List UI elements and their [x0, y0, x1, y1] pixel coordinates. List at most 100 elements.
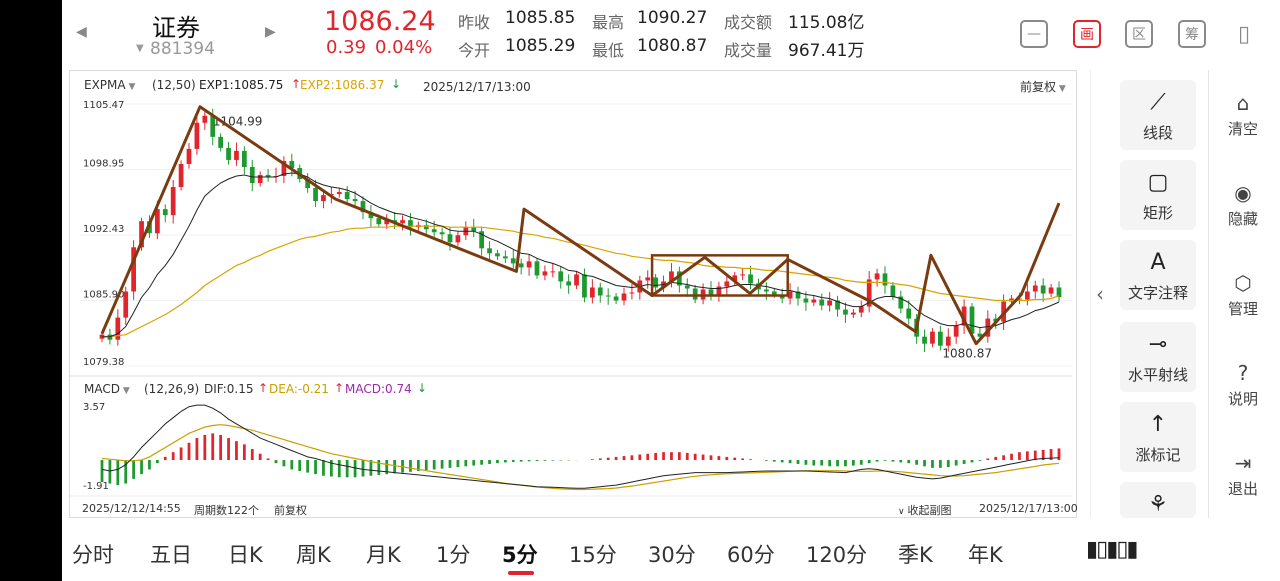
text-annotation-tool[interactable]: A 文字注释 — [1120, 240, 1196, 310]
start-time: 2025/12/12/14:55 — [82, 502, 181, 515]
stat-label: 昨收 — [458, 13, 491, 32]
timeframe-tab[interactable]: 五日 — [150, 543, 192, 567]
candle-body — [431, 229, 437, 233]
candle-body — [1024, 291, 1030, 300]
candle-body — [186, 148, 192, 164]
candle-body — [115, 317, 121, 340]
candle-body — [249, 166, 255, 184]
horizontal-ray-tool[interactable]: ⊸ 水平射线 — [1120, 322, 1196, 392]
app-root: ◀ 证券 ▼ 881394 ▶ 1086.24 0.39 0.04% 昨收 108… — [62, 0, 1280, 581]
candle-body — [1056, 287, 1062, 298]
side-eye-button[interactable]: ◉ 隐藏 — [1212, 178, 1274, 229]
timeframe-tab[interactable]: 季K — [898, 543, 933, 567]
candle-body — [922, 336, 927, 344]
macd-name[interactable]: MACD ▼ — [84, 382, 130, 396]
timeframe-tab[interactable]: 1分 — [436, 543, 471, 567]
dif-line — [101, 404, 1060, 489]
pattern-icon: ⚘ — [1148, 491, 1168, 517]
candle-body — [724, 281, 730, 287]
next-icon[interactable]: ▶ — [265, 24, 276, 40]
dea-line — [101, 424, 1060, 491]
exp1-label: EXP1:1085.75 — [199, 78, 284, 92]
timeframe-tab[interactable]: 30分 — [648, 543, 696, 567]
indicator-name[interactable]: EXPMA ▼ — [84, 78, 136, 92]
timeframe-tab[interactable]: 月K — [366, 543, 401, 567]
y-tick-label: 1079.38 — [83, 357, 124, 368]
chart-frame — [69, 70, 1077, 518]
candle-body — [542, 271, 548, 276]
tools-divider — [1090, 70, 1091, 518]
candle-body — [360, 201, 366, 213]
segment-icon: ⟋ — [1150, 89, 1166, 115]
candle-body — [336, 192, 342, 195]
candle-body — [684, 285, 690, 289]
candle-body — [827, 300, 833, 306]
candle-body — [898, 296, 904, 309]
timeframe-tab[interactable]: 日K — [228, 543, 263, 567]
cursor-time: 2025/12/17/13:00 — [423, 80, 531, 94]
exp1-arrow-icon: ↑ — [291, 77, 302, 91]
zone-icon[interactable]: 区 — [1125, 20, 1153, 48]
end-time: 2025/12/17/13:00 — [979, 502, 1078, 515]
candle-body — [439, 232, 445, 235]
dif-arrow-icon: ↑ — [258, 381, 269, 395]
candle-body — [597, 287, 603, 296]
adjust-select[interactable]: 前复权 ▼ — [1020, 80, 1066, 94]
collapse-subchart-button[interactable]: ∨ 收起副图 — [898, 504, 952, 517]
timeframe-tab[interactable]: 5分 — [502, 543, 538, 567]
tool-label: 矩形 — [1142, 204, 1173, 222]
candle-body — [455, 235, 461, 243]
stat-label: 成交量 — [724, 41, 773, 60]
side-clear-button[interactable]: ⌂ 清空 — [1212, 88, 1274, 139]
side-label: 退出 — [1227, 480, 1258, 498]
phone-rotate-icon[interactable]: ▯ — [1237, 21, 1251, 47]
y-tick-label: 1105.47 — [83, 100, 124, 111]
side-manage-button[interactable]: ⬡ 管理 — [1212, 268, 1274, 319]
candle-body — [835, 300, 840, 310]
stat-value: 967.41万 — [788, 41, 865, 61]
candle-body — [787, 291, 793, 299]
clear-icon: ⌂ — [1236, 91, 1250, 115]
candlestick-chart[interactable]: 1105.471098.951092.431085.901079.381104.… — [62, 0, 1072, 520]
candle-body — [139, 221, 144, 248]
candle-body — [495, 253, 500, 257]
candle-body — [241, 150, 247, 167]
exp2-label: EXP2:1086.37 — [300, 78, 385, 92]
chart-settings-icon[interactable]: ▮▯▮▯▮ — [1086, 537, 1139, 562]
back-icon[interactable]: ◀ — [76, 24, 87, 40]
side-exit-button[interactable]: ⇥ 退出 — [1212, 448, 1274, 499]
rectangle-tool[interactable]: ▢ 矩形 — [1120, 160, 1196, 230]
candle-body — [574, 274, 579, 286]
candle-body — [708, 289, 714, 295]
draw-icon[interactable]: 画 — [1073, 20, 1101, 48]
timeframe-tab[interactable]: 周K — [296, 543, 331, 567]
tool-label: 线段 — [1142, 124, 1173, 142]
timeframe-tab[interactable]: 15分 — [569, 543, 617, 567]
rise-mark-tool[interactable]: ↑ 涨标记 — [1120, 402, 1196, 472]
timeframe-tab[interactable]: 分时 — [72, 543, 114, 567]
timeframe-tab[interactable]: 120分 — [806, 543, 868, 567]
candle-body — [1048, 287, 1054, 294]
chip-icon[interactable]: 筹 — [1178, 20, 1206, 48]
candle-body — [502, 256, 508, 259]
pattern-tool[interactable]: ⚘ — [1120, 482, 1196, 518]
candle-body — [653, 277, 659, 288]
candle-body — [170, 187, 176, 216]
stat-label: 成交额 — [724, 13, 773, 32]
minus-box-icon[interactable]: — — [1020, 20, 1048, 48]
dropdown-caret-icon[interactable]: ▼ — [136, 43, 144, 54]
collapse-tools-icon[interactable]: ‹ — [1096, 282, 1104, 306]
timeframe-tab[interactable]: 年K — [968, 543, 1003, 567]
candle-body — [906, 308, 912, 319]
candle-body — [850, 312, 856, 315]
candle-body — [210, 115, 216, 137]
timeframe-tab[interactable]: 60分 — [727, 543, 775, 567]
stat-value: 1085.85 — [505, 8, 576, 28]
segment-tool[interactable]: ⟋ 线段 — [1120, 80, 1196, 150]
horizontal-ray-icon: ⊸ — [1148, 331, 1168, 357]
side-help-button[interactable]: ? 说明 — [1212, 358, 1274, 409]
stat-label: 最高 — [592, 13, 625, 32]
candle-body — [945, 336, 951, 346]
candle-body — [131, 247, 137, 292]
eye-icon: ◉ — [1234, 181, 1252, 205]
